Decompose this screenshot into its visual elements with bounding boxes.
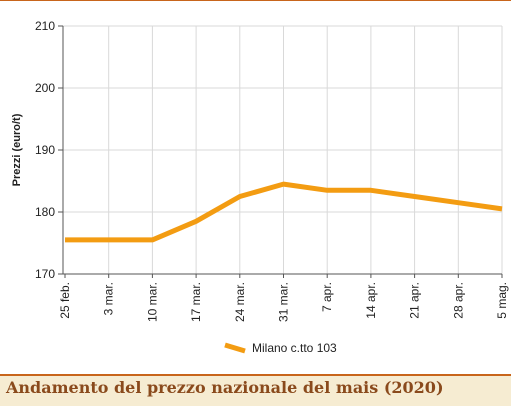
y-tick-label: 190 [35, 143, 55, 157]
x-tick-label: 10 mar. [145, 282, 159, 322]
y-tick-label: 200 [35, 81, 55, 95]
legend: Milano c.tto 103 [224, 341, 337, 355]
price-line-chart: 170 180 190 200 210 25 feb. 3 mar. 10 mar. 17 m… [11, 19, 509, 355]
y-tick-label: 210 [35, 19, 55, 33]
y-axis-title: Prezzi (euro/t) [11, 113, 23, 186]
y-tick-label: 170 [35, 267, 55, 281]
x-tick-label: 5 mag. [495, 282, 509, 319]
caption-rule [0, 374, 511, 376]
chart-caption: Andamento del prezzo nazionale del mais … [6, 378, 444, 397]
legend-swatch [224, 342, 246, 354]
y-tick-label: 180 [35, 205, 55, 219]
x-tick-label: 31 mar. [277, 282, 291, 322]
x-axis: 25 feb. 3 mar. 10 mar. 17 mar. 24 mar. 31 mar… [58, 273, 509, 322]
y-axis: 170 180 190 200 210 [35, 19, 64, 281]
top-rule [0, 0, 511, 1]
x-tick-label: 21 apr. [408, 282, 422, 319]
legend-label: Milano c.tto 103 [252, 341, 337, 355]
series-group [64, 181, 503, 243]
x-tick-label: 3 mar. [102, 282, 116, 315]
x-tick-label: 14 apr. [364, 282, 378, 319]
chart-caption-bar: Andamento del prezzo nazionale del mais … [0, 374, 511, 406]
x-tick-label: 24 mar. [233, 282, 247, 322]
x-tick-label: 25 feb. [58, 282, 72, 319]
x-tick-label: 17 mar. [189, 282, 203, 322]
grid [63, 25, 503, 274]
x-tick-label: 7 apr. [320, 282, 334, 312]
x-tick-label: 28 apr. [451, 282, 465, 319]
